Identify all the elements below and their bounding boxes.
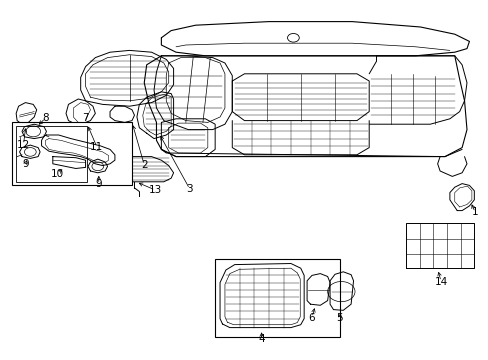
Text: 10: 10 (51, 168, 64, 179)
Text: 4: 4 (258, 334, 264, 345)
Text: 7: 7 (82, 113, 89, 123)
Text: 13: 13 (148, 185, 162, 195)
Text: 14: 14 (433, 276, 447, 287)
Bar (12, 122, 132, 185)
Bar (215, 259, 339, 337)
Text: 3: 3 (186, 184, 193, 194)
Text: 1: 1 (471, 207, 478, 217)
Text: 9: 9 (95, 179, 102, 189)
Text: 6: 6 (308, 312, 315, 323)
Text: 2: 2 (141, 160, 147, 170)
Bar (16, 126, 86, 182)
Text: 9: 9 (22, 159, 29, 169)
Text: 11: 11 (90, 142, 103, 152)
Text: 8: 8 (42, 113, 49, 123)
Text: 12: 12 (17, 140, 30, 150)
Text: 5: 5 (336, 312, 343, 323)
